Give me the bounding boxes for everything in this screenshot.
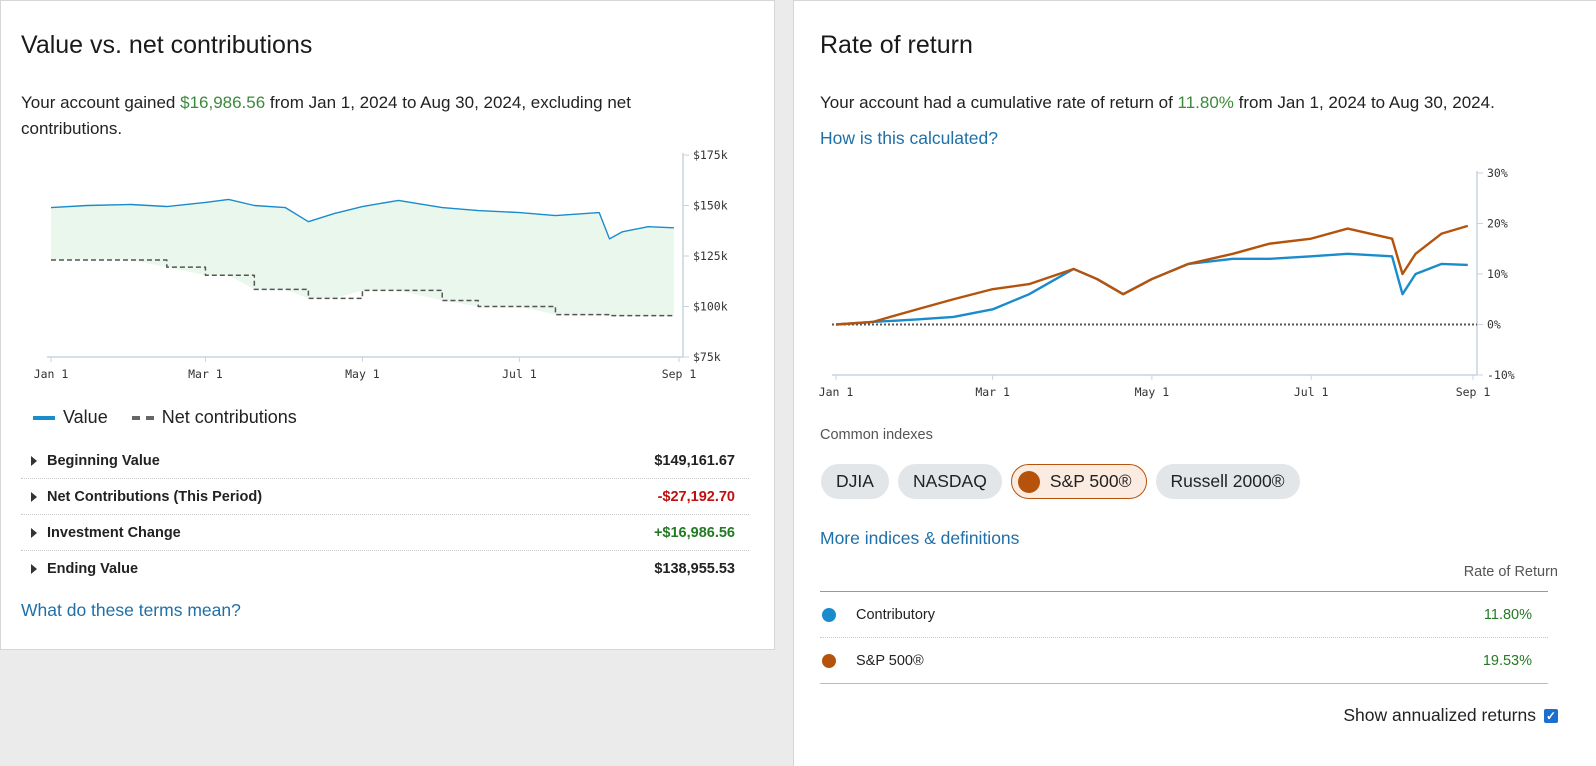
x-tick-label: Jul 1 [1294, 385, 1329, 399]
how-calculated-link[interactable]: How is this calculated? [820, 128, 998, 148]
value-vs-contributions-panel: Value vs. net contributions Your account… [0, 0, 775, 650]
return-chart: 30% 20% 10% 0% -10% Jan 1 Mar 1 May 1 Jul 1 Sep 1 [819, 166, 1515, 399]
x-tick-label: Jan 1 [34, 367, 69, 381]
x-tick-label: Sep 1 [662, 367, 697, 381]
gain-area [51, 199, 674, 316]
index-chip-nasdaq[interactable]: NASDAQ [897, 464, 1002, 499]
table-row-sp500: S&P 500® 19.53% [820, 638, 1548, 684]
y-tick-label: 30% [1487, 166, 1508, 180]
return-description: Your account had a cumulative rate of re… [820, 93, 1495, 112]
summary-row-investment-change[interactable]: Investment Change +$16,986.56 [21, 515, 749, 551]
index-chips: DJIA NASDAQ S&P 500® Russell 2000® [821, 464, 1300, 499]
summary-row-beginning-value[interactable]: Beginning Value $149,161.67 [21, 443, 749, 479]
value-legend-label: Value [63, 407, 108, 427]
net-contributions-legend-swatch [131, 415, 154, 420]
sp500-color-dot [1017, 470, 1040, 493]
expand-triangle-icon [31, 491, 37, 502]
summary-row-net-contributions[interactable]: Net Contributions (This Period) -$27,192… [21, 479, 749, 515]
x-tick-label: Jan 1 [819, 385, 854, 399]
series-line-s-p-500 [835, 224, 1469, 326]
series-line-net-contributions [51, 259, 674, 317]
x-tick-label: Jul 1 [502, 367, 537, 381]
gain-description: Your account gained $16,986.56 from Jan … [21, 93, 631, 138]
terms-link[interactable]: What do these terms mean? [21, 600, 241, 620]
y-tick-label: $125k [693, 249, 728, 263]
value-legend-swatch [33, 415, 55, 420]
panel-title: Rate of return [820, 31, 973, 59]
x-tick-label: Mar 1 [975, 385, 1010, 399]
y-tick-label: 0% [1487, 318, 1501, 332]
x-tick-label: Mar 1 [188, 367, 223, 381]
y-tick-label: $150k [693, 199, 728, 213]
sp500-color-dot [822, 653, 836, 668]
expand-triangle-icon [31, 564, 37, 574]
rate-of-return-column-header: Rate of Return [1463, 564, 1558, 580]
annualized-checkbox[interactable]: ✓ [1544, 708, 1558, 723]
y-tick-label: $175k [693, 148, 728, 162]
panel-title: Value vs. net contributions [21, 31, 313, 59]
chart-legend: Value Net contributions [33, 407, 297, 428]
y-tick-label: 20% [1487, 217, 1508, 231]
returns-table: Contributory 11.80% S&P 500® 19.53% [820, 591, 1548, 684]
index-chip-djia[interactable]: DJIA [821, 464, 889, 499]
table-row-contributory: Contributory 11.80% [820, 592, 1548, 638]
expand-triangle-icon [31, 455, 37, 466]
series-line-value [50, 198, 674, 240]
more-indices-link[interactable]: More indices & definitions [820, 528, 1020, 548]
common-indexes-label: Common indexes [820, 427, 933, 443]
series-line-contributory [835, 252, 1468, 326]
value-chart: $175k $150k $125k $100k $75k Jan 1 Mar 1 May 1 J… [34, 148, 728, 381]
index-chip-russell2000[interactable]: Russell 2000® [1155, 464, 1300, 499]
expand-triangle-icon [31, 527, 37, 538]
y-tick-label: $100k [693, 300, 728, 314]
x-tick-label: Sep 1 [1456, 385, 1491, 399]
rate-of-return-panel: Rate of return Your account had a cumula… [793, 0, 1596, 766]
contributory-color-dot [822, 607, 836, 622]
x-tick-label: May 1 [345, 367, 380, 381]
return-rate: 11.80% [1177, 93, 1234, 112]
summary-row-ending-value[interactable]: Ending Value $138,955.53 [21, 551, 749, 587]
y-tick-label: -10% [1487, 368, 1515, 382]
gain-amount: $16,986.56 [180, 93, 266, 112]
net-contributions-legend-label: Net contributions [161, 407, 297, 427]
annualized-label: Show annualized returns [1343, 705, 1536, 725]
x-tick-label: May 1 [1135, 385, 1170, 399]
index-chip-sp500[interactable]: S&P 500® [1010, 464, 1147, 499]
y-tick-label: 10% [1487, 267, 1508, 281]
annualized-toggle: Show annualized returns ✓ [1343, 705, 1558, 726]
y-tick-label: $75k [693, 350, 721, 364]
